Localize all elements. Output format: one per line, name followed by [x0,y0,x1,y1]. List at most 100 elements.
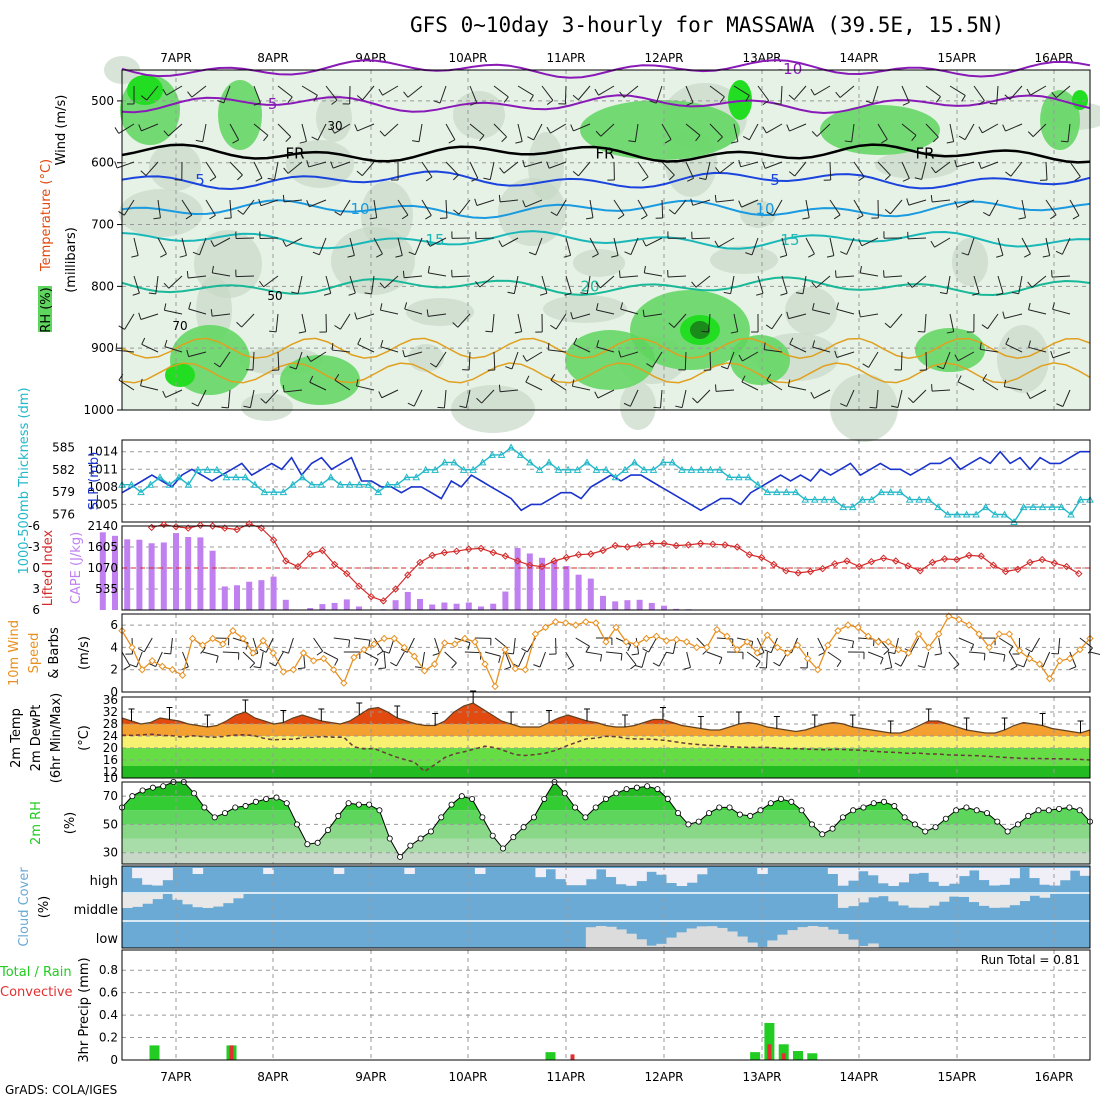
wind-barb-flag [738,200,742,208]
cloud-high-gap [686,868,698,883]
date-label: 8APR [257,1070,288,1084]
cape-tick-label: 1070 [87,561,118,575]
wind-barb [265,389,279,404]
temp-tick-label: 16 [103,753,118,767]
wind-barb [556,199,567,216]
wind-barb-flag [873,639,875,647]
wind-barb-flag [1052,302,1055,310]
wind-speed-marker [874,638,882,646]
wind-barb [202,123,207,142]
cape-bar [197,537,204,610]
cloud-high-gap [575,868,587,886]
wind-barb-flag [1050,214,1057,220]
wind-barb [1028,346,1047,353]
wind-barb [313,637,324,652]
wind-barb [373,637,384,652]
temperature-contour-warm [121,337,1091,359]
cape-bar [356,606,362,610]
wind-speed-marker [955,615,963,624]
wind-barb-flag [1010,665,1018,670]
wind-barb-flag [378,391,383,398]
wind-barb [741,381,759,391]
thickness-marker [345,480,354,488]
wind-barb-flag [618,350,622,358]
thickness-tick-label: 579 [52,485,75,499]
rh-marker [644,783,651,790]
chart-title: GFS 0~10day 3-hourly for MASSAWA (39.5E,… [410,13,1004,37]
li-marker [160,520,168,529]
slp-tick-label: 1011 [87,462,118,476]
wind-barb-flag [585,645,590,653]
thickness-tick-label: 585 [52,440,75,454]
wind-barb [668,275,687,278]
wind-barb-flag [818,651,826,656]
wind-speed-marker [1066,654,1074,663]
wind-barb [397,199,409,216]
wind-barb-flag [1003,379,1007,387]
wind-barb [435,351,447,368]
wind-barb [938,637,943,654]
precip-convective-bar [781,1053,786,1060]
wind-speed-marker [158,662,167,671]
wind-barb-flag [503,96,509,103]
cape-bar [209,550,216,610]
precip-total-bar [793,1051,803,1060]
wind-barb [757,275,764,294]
wind-barb-flag [221,406,229,409]
rh-saturated-blob [728,80,752,120]
wind-barb [685,161,695,179]
thickness-marker [962,510,971,518]
wind-barb-flag [379,303,383,311]
wind-speed-marker [985,643,993,652]
cape-bar [99,532,106,610]
ylabel-lifted-index: Lifted Index [41,529,56,606]
rh-marker [623,786,630,793]
wind-barb [170,637,173,654]
precip-tick-label: 0.6 [99,986,118,1000]
wind-barb [533,123,543,141]
rh-marker [788,798,795,805]
wind-barb [736,637,753,642]
temp-tick-label: 20 [103,741,118,755]
wind-barb-flag [215,655,219,663]
wind-barb-flag [640,215,648,220]
wind-barb [406,637,415,653]
wind-barb-flag [580,292,588,295]
wind-barb-flag [1002,124,1006,132]
rh-marker [314,839,321,846]
wind-barb-flag [600,654,603,662]
wind-barb-flag [836,302,839,310]
cloud-low-gap [727,931,738,948]
wind-speed-marker [995,630,1003,638]
wind-barb-flag [123,665,131,670]
li-marker [367,592,375,601]
wind-barb-flag [131,255,139,258]
li-marker [501,552,510,560]
wind-barb [421,651,425,668]
wind-barb [443,389,447,408]
temperature-contour-label: 5 [770,171,780,189]
wind-barb [708,313,711,332]
wind-barb [334,123,351,134]
wind-speed-marker [904,649,913,657]
wind-barb [512,637,516,654]
cloud-middle-gap [848,894,859,907]
li-marker [733,543,741,551]
wind-barb-flag [282,194,285,202]
wind-barb-flag [931,166,936,174]
li-marker [953,555,961,564]
cloud-high-gap [958,868,970,877]
rh-moist-blob [915,328,985,372]
li-line [151,523,1080,602]
wind-barb [1069,199,1080,216]
wind-barb [382,85,399,96]
wind-barb [733,123,739,142]
cloud-middle-gap [1029,894,1041,896]
wind-barb-flag [765,324,773,330]
rh-marker [335,812,342,819]
wind-barb-flag [312,251,320,256]
wind-barb-flag [884,322,891,329]
thickness-marker [659,458,667,466]
